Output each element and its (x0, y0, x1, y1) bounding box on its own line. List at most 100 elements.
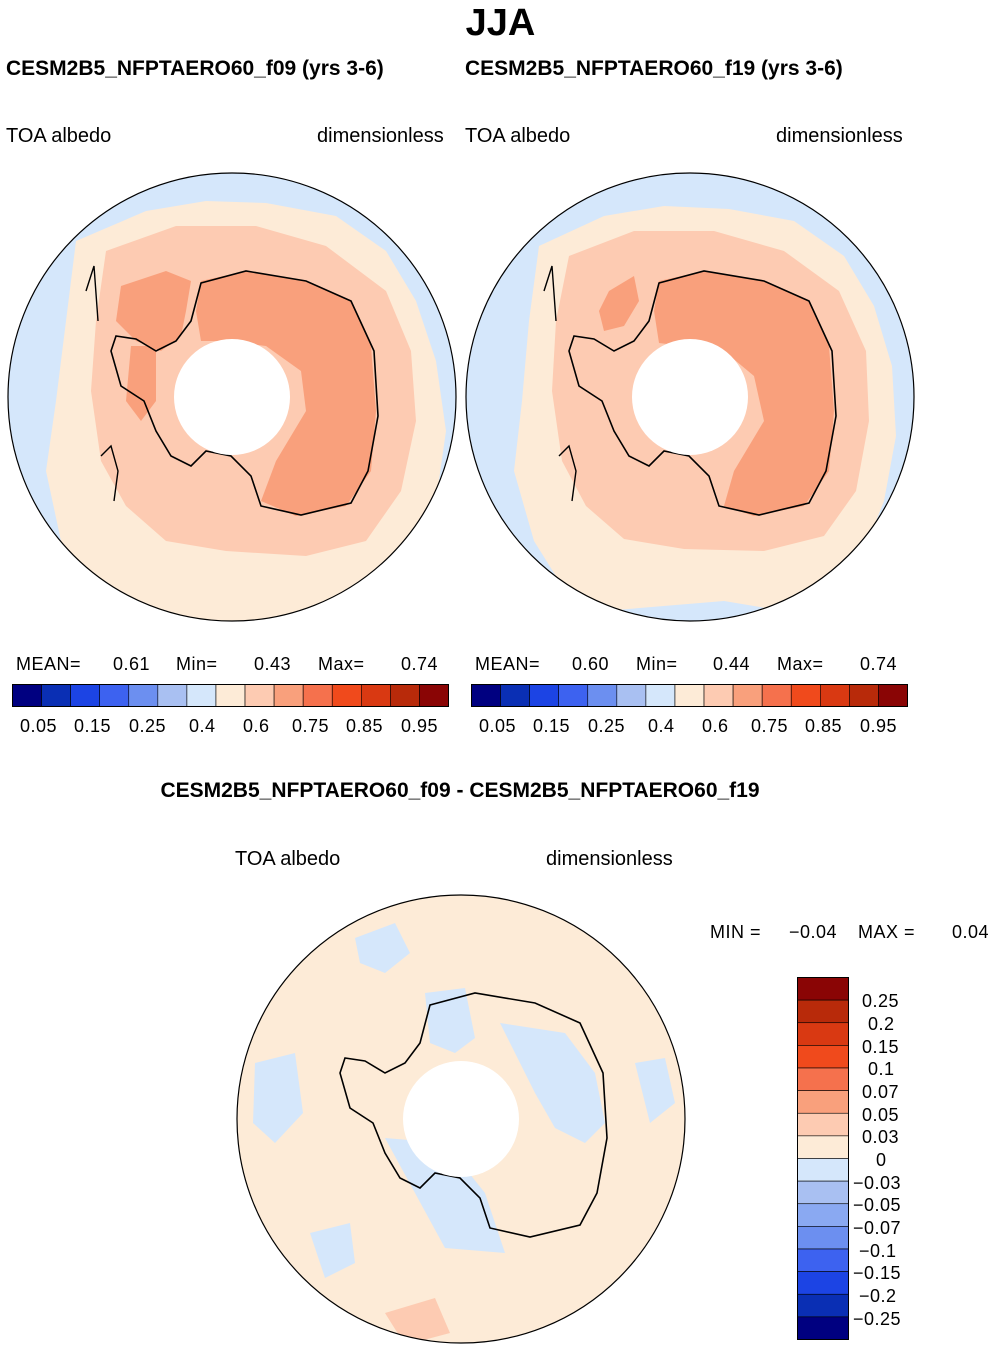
panel2-variable: TOA albedo (465, 125, 571, 147)
colorbar-swatch (390, 684, 420, 707)
panel2-mean-label: MEAN= (475, 654, 541, 674)
panel1-band-0.85-west (126, 346, 156, 421)
panel1-cb-tick: 0.95 (401, 716, 439, 736)
colorbar-swatch (797, 1248, 849, 1272)
difference-units: dimensionless (546, 848, 673, 870)
panel1-polar-map (7, 172, 457, 622)
colorbar-swatch (878, 684, 908, 707)
colorbar-swatch (797, 999, 849, 1024)
difference-cb-tick: −0.07 (853, 1218, 902, 1238)
difference-map-border (236, 894, 686, 1344)
panel2-antarctica-coastline (568, 270, 837, 516)
colorbar-swatch (703, 684, 734, 707)
panel1-south-america-coast (85, 265, 119, 502)
panel2-band-0.85-continent (654, 271, 834, 516)
colorbar-swatch (645, 684, 676, 707)
panel2-min-label: Min= (636, 654, 678, 674)
difference-cb-tick: −0.1 (859, 1241, 897, 1261)
colorbar-swatch (797, 1067, 849, 1091)
difference-cb-tick: 0.15 (862, 1037, 900, 1057)
difference-negative-patch (425, 988, 475, 1053)
difference-cb-tick: 0.07 (862, 1082, 900, 1102)
colorbar-swatch (790, 684, 821, 707)
panel1-max-label: Max= (318, 654, 365, 674)
colorbar-swatch (70, 684, 101, 707)
colorbar-swatch (12, 684, 42, 707)
panel2-cb-tick: 0.75 (751, 716, 789, 736)
colorbar-swatch (302, 684, 333, 707)
panel1-max-value: 0.74 (401, 654, 439, 674)
panel2-cb-tick: 0.25 (588, 716, 626, 736)
colorbar-swatch (797, 1293, 849, 1318)
panel1-band-0.85-peninsula (116, 271, 191, 351)
difference-title: CESM2B5_NFPTAERO60_f09 - CESM2B5_NFPTAER… (160, 779, 760, 802)
panel1-cb-tick: 0.05 (20, 716, 58, 736)
difference-negative-patch (355, 923, 410, 973)
difference-cb-tick: −0.03 (853, 1173, 902, 1193)
difference-min-label: MIN = (710, 922, 762, 942)
colorbar-swatch (471, 684, 501, 707)
panel1-variable: TOA albedo (6, 125, 112, 147)
colorbar-swatch (797, 1226, 849, 1250)
panel1-units: dimensionless (317, 125, 444, 147)
panel1-cb-tick: 0.75 (292, 716, 330, 736)
panel1-mean-label: MEAN= (16, 654, 82, 674)
panel2-colorbar (471, 684, 908, 707)
figure-title: JJA (465, 2, 536, 44)
colorbar-swatch (797, 1203, 849, 1227)
difference-positive-patch (385, 1298, 450, 1343)
colorbar-swatch (797, 1271, 849, 1295)
colorbar-swatch (732, 684, 763, 707)
panel2-max-value: 0.74 (860, 654, 898, 674)
panel2-cb-tick: 0.4 (648, 716, 675, 736)
difference-negative-patch (385, 1138, 505, 1253)
colorbar-swatch (797, 1022, 849, 1046)
panel1-cb-tick: 0.6 (243, 716, 270, 736)
colorbar-swatch (558, 684, 589, 707)
panel2-cb-tick: 0.05 (479, 716, 517, 736)
difference-negative-patch (500, 1023, 605, 1143)
panel1-mean-value: 0.61 (113, 654, 151, 674)
difference-variable: TOA albedo (235, 848, 341, 870)
colorbar-swatch (797, 977, 849, 1001)
panel1-cb-tick: 0.85 (346, 716, 384, 736)
panel2-case-title: CESM2B5_NFPTAERO60_f19 (yrs 3-6) (465, 57, 843, 80)
colorbar-swatch (273, 684, 304, 707)
panel1-antarctica-coastline (110, 270, 379, 516)
colorbar-swatch (331, 684, 362, 707)
panel2-units: dimensionless (776, 125, 903, 147)
difference-cb-tick: 0.05 (862, 1105, 900, 1125)
difference-pole-hole (403, 1061, 519, 1177)
panel2-map-border (465, 172, 915, 622)
colorbar-swatch (674, 684, 705, 707)
difference-cb-tick: 0.25 (862, 991, 900, 1011)
panel2-polar-map (465, 172, 915, 622)
colorbar-swatch (587, 684, 618, 707)
colorbar-swatch (41, 684, 71, 707)
difference-cb-tick: −0.15 (853, 1263, 902, 1283)
panel2-mean-value: 0.60 (572, 654, 610, 674)
colorbar-swatch (797, 1135, 849, 1159)
difference-cb-tick: 0.03 (862, 1127, 900, 1147)
panel2-max-label: Max= (777, 654, 824, 674)
difference-min-value: −0.04 (789, 922, 838, 942)
difference-cb-tick: −0.25 (853, 1309, 902, 1329)
colorbar-swatch (500, 684, 530, 707)
panel1-case-title: CESM2B5_NFPTAERO60_f09 (yrs 3-6) (6, 57, 384, 80)
colorbar-swatch (529, 684, 560, 707)
difference-max-value: 0.04 (952, 922, 990, 942)
colorbar-swatch (761, 684, 792, 707)
difference-negative-patch (635, 1058, 675, 1123)
colorbar-swatch (128, 684, 159, 707)
difference-cb-tick: −0.2 (859, 1286, 897, 1306)
panel2-cb-tick: 0.85 (805, 716, 843, 736)
panel1-cb-tick: 0.4 (189, 716, 216, 736)
panel1-cb-tick: 0.15 (74, 716, 112, 736)
panel2-band-0.85-peninsula (599, 276, 639, 331)
panel1-colorbar (12, 684, 449, 707)
colorbar-swatch (244, 684, 275, 707)
colorbar-swatch (99, 684, 130, 707)
panel2-cb-tick: 0.6 (702, 716, 729, 736)
difference-antarctica-coastline (339, 992, 608, 1238)
panel2-pole-hole (632, 339, 748, 455)
